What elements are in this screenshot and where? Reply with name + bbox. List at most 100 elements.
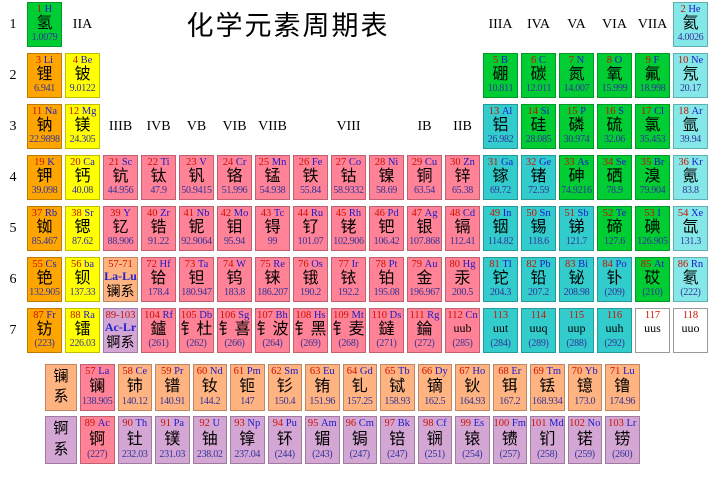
atomic-number: 93 xyxy=(234,418,245,429)
atomic-number: 21 xyxy=(108,157,120,168)
element-symbol: Pm xyxy=(246,366,261,377)
lanthanide-series-label: 镧系 xyxy=(45,364,77,411)
element-cell-32: 32 Ge 锗 72.59 xyxy=(521,155,556,200)
element-cell-118: 118 uuo xyxy=(673,308,708,353)
element-name: 铪 xyxy=(150,270,167,288)
atomic-mass: (285) xyxy=(452,338,473,349)
atomic-mass: (223) xyxy=(34,338,55,349)
element-name: 碲 xyxy=(606,219,623,237)
atomic-mass: 44.956 xyxy=(107,185,134,196)
atomic-mass: 131.3 xyxy=(679,236,701,247)
page-title: 化学元素周期表 xyxy=(186,11,390,41)
group-label-VIIB: VIIB xyxy=(258,118,287,134)
atomic-mass: 58.69 xyxy=(375,185,397,196)
series-range: 57-71 xyxy=(108,259,133,270)
element-name: 钯 xyxy=(378,219,395,237)
element-symbol: Rg xyxy=(427,310,440,321)
element-cell-30: 30 Zn 锌 65.38 xyxy=(445,155,480,200)
atomic-mass: 121.7 xyxy=(565,236,587,247)
atomic-number: 2 xyxy=(680,4,686,15)
atomic-number: 43 xyxy=(260,208,272,219)
element-name: 镎 xyxy=(239,430,256,448)
atomic-mass: (247) xyxy=(387,449,408,460)
element-cell-102: 102 No 锘 (259) xyxy=(567,416,602,464)
group-label-VIB: VIB xyxy=(222,118,247,134)
element-cell-37: 37 Rb 铷 85.467 xyxy=(27,206,62,251)
element-cell-27: 27 Co 钴 58.9332 xyxy=(331,155,366,200)
element-name: 镁 xyxy=(74,117,91,135)
atomic-mass: 18.998 xyxy=(639,83,666,94)
element-symbol: Sr xyxy=(84,208,94,219)
atomic-mass: 127.6 xyxy=(603,236,625,247)
element-symbol: Mg xyxy=(81,106,97,117)
atomic-number: 111 xyxy=(409,310,425,321)
atomic-number: 65 xyxy=(384,366,396,377)
element-symbol: Tb xyxy=(397,366,410,377)
element-symbol: Md xyxy=(549,418,564,429)
element-cell-112: 112 Cn uub (285) xyxy=(445,308,480,353)
element-symbol: I xyxy=(657,208,661,219)
element-symbol: Tc xyxy=(273,208,285,219)
element-name: 氡 xyxy=(682,270,699,288)
element-name: 铀 xyxy=(201,430,218,448)
element-cell-12: 12 Mg 镁 24.305 xyxy=(65,104,100,149)
element-cell-29: 29 Cu 铜 63.54 xyxy=(407,155,442,200)
atomic-mass: 1.0079 xyxy=(31,32,58,43)
element-symbol: Ru xyxy=(310,208,324,219)
atomic-mass: 167.2 xyxy=(499,396,521,407)
atomic-number: 92 xyxy=(199,418,210,429)
atomic-number: 77 xyxy=(338,259,349,270)
element-name: 铅 xyxy=(530,270,547,288)
atomic-number: 8 xyxy=(606,55,613,66)
element-cell-15: 15 P 磷 30.974 xyxy=(559,104,594,149)
atomic-mass: 54.938 xyxy=(259,185,286,196)
element-symbol: N xyxy=(576,55,585,66)
element-name: 锿 xyxy=(464,430,481,448)
atomic-number: 70 xyxy=(571,366,583,377)
atomic-mass: 87.62 xyxy=(71,236,93,247)
element-symbol: K xyxy=(47,157,55,168)
element-name: 铷 xyxy=(36,219,53,237)
atomic-number: 94 xyxy=(272,418,284,429)
atomic-mass: 204.3 xyxy=(489,287,511,298)
element-symbol: Br xyxy=(653,157,665,168)
atomic-number: 113 xyxy=(492,310,509,321)
element-name: 锗 xyxy=(530,168,547,186)
atomic-number: 9 xyxy=(645,55,651,66)
atomic-number: 50 xyxy=(526,208,537,219)
atomic-mass: 157.25 xyxy=(346,396,373,407)
element-symbol: Ds xyxy=(389,310,402,321)
atomic-number: 101 xyxy=(530,418,547,429)
atomic-number: 52 xyxy=(602,208,614,219)
element-symbol: Lu xyxy=(622,366,635,377)
element-cell-113: 113 uut (284) xyxy=(483,308,518,353)
element-name: 氧 xyxy=(606,66,623,84)
element-symbol: Hg xyxy=(462,259,476,270)
element-name: 硅 xyxy=(530,117,547,135)
element-symbol: Li xyxy=(43,55,54,66)
element-cell-62: 62 Sm 钐 150.4 xyxy=(267,364,302,411)
atomic-number: 41 xyxy=(183,208,195,219)
atomic-mass: 140.91 xyxy=(159,396,186,407)
element-symbol: Np xyxy=(247,418,261,429)
element-cell-89-103: 89-103 Ac-Lr 锕系 xyxy=(103,308,138,353)
atomic-mass: 150.4 xyxy=(274,396,296,407)
element-symbol: Cf xyxy=(436,418,447,429)
atomic-number: 55 xyxy=(32,259,43,270)
element-cell-63: 63 Eu 铕 151.96 xyxy=(305,364,340,411)
atomic-mass: 14.007 xyxy=(563,83,590,94)
atomic-mass: 26.982 xyxy=(487,134,514,145)
atomic-mass: 47.9 xyxy=(150,185,167,196)
element-cell-52: 52 Te 碲 127.6 xyxy=(597,206,632,251)
element-symbol: uup xyxy=(567,321,586,336)
element-cell-85: 85 At 砹 (210) xyxy=(635,257,670,302)
atomic-mass: 74.9216 xyxy=(561,185,592,196)
atomic-number: 100 xyxy=(493,418,510,429)
element-name: 锶 xyxy=(74,219,91,237)
atomic-mass: 40.08 xyxy=(71,185,93,196)
series-name: 镧系 xyxy=(106,285,135,300)
atomic-number: 36 xyxy=(678,157,689,168)
element-symbol: Sm xyxy=(284,366,299,377)
element-name: 氪 xyxy=(682,168,699,186)
element-name: 钒 xyxy=(188,168,205,186)
